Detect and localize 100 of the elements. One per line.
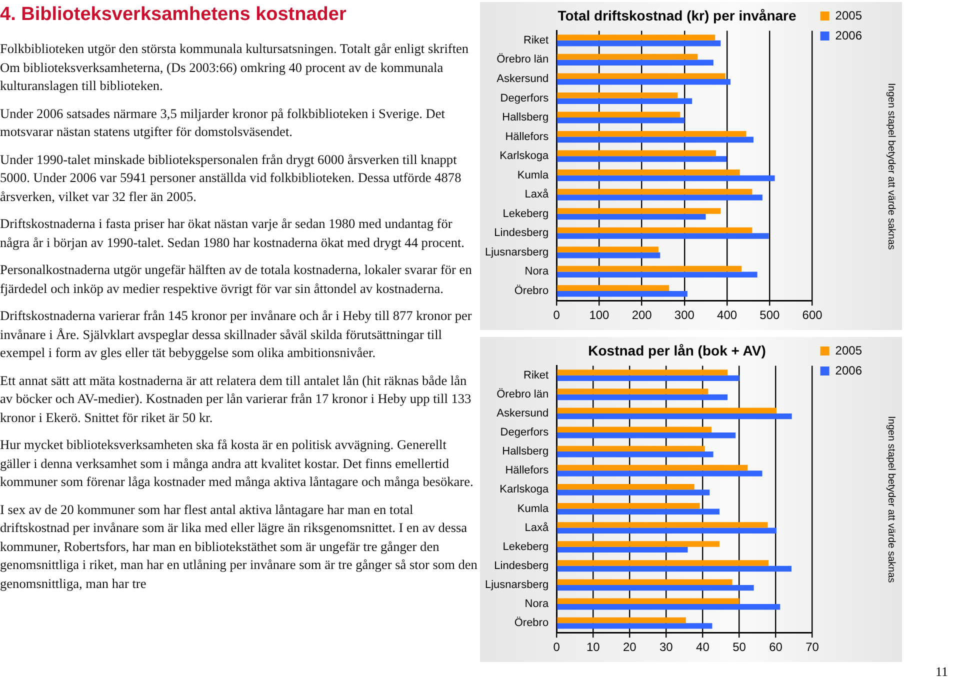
x-tick-label: 70 <box>806 640 820 654</box>
text: Ingen stapel betyder att värde saknas <box>884 415 898 585</box>
x-tick-label: 0 <box>553 640 560 654</box>
bar <box>557 73 726 79</box>
bar <box>557 370 728 376</box>
bar <box>557 131 746 137</box>
bar <box>557 40 721 46</box>
legend-label: 2005 <box>835 8 862 22</box>
text: I sex av de 20 kommuner som har flest antal aktiva låntagare har man en total driftskostnad per invånare som är lika med eller lägre än riksgenomsnittet. I en av dessa kommuner, Robertsfors, har man en bibliotekstäthet som är ungefär tre gånger den genomsnittliga i riket, man har en utlåning per invånare som är tre gånger så stor som den genomsnittliga, man har tre <box>0 500 478 593</box>
x-tick-label: 30 <box>660 640 674 654</box>
y-tick-label: Laxå <box>524 522 550 534</box>
bar <box>557 617 686 624</box>
bar <box>557 464 748 471</box>
bar <box>557 188 752 195</box>
text: Under 1990-talet minskade bibliotekspersonalen från drygt 6000 årsverken till knappt 5000. Under 2006 var 5941 personer anställda vid folkbiblioteken. Dessa utförde 4878 årsverken, vilket var 32 fler än 2005. <box>0 150 462 206</box>
y-tick-label: Askersund <box>496 407 549 420</box>
bar <box>557 214 706 220</box>
text: Folkbiblioteken utgör den största kommunala kultursatsningen. Totalt går enligt skriften Om biblioteksverksamheterna, (Ds 2003:66) omkring 40 procent av de kommunala kulturanslagen till biblioteken. <box>0 40 470 95</box>
x-tick-label: 400 <box>717 308 738 322</box>
bar <box>557 246 658 252</box>
bar <box>557 156 727 162</box>
x-tick-label: 100 <box>589 308 610 322</box>
y-tick-label: Laxå <box>524 188 550 201</box>
bar <box>557 408 777 414</box>
bar <box>557 446 705 452</box>
x-tick-label: 500 <box>760 308 780 322</box>
bar <box>557 34 716 40</box>
y-tick-label: Kumla <box>517 169 550 182</box>
bar <box>557 541 720 547</box>
bar <box>557 452 714 458</box>
y-tick-label: Kumla <box>517 502 550 515</box>
text: Hur mycket biblioteksverksamheten ska få kosta är en politisk avvägning. Generellt gäller i denna verksamhet som i många andra att kvalitet kostar. Det finns emellertid kommuner som förenar låga kostnader med många aktiva låntagare och många besökare. <box>0 436 474 491</box>
text: 4. Biblioteksverksamhetens kostnader <box>0 4 348 26</box>
bar <box>557 560 768 566</box>
text: Personalkostnaderna utgör ungefär hälften av de totala kostnaderna, lokaler svarar för en fjärdedel och inköp av medier respektive övrigt för var sin åttondel av kostnaderna. <box>0 261 473 298</box>
bar <box>557 522 768 528</box>
bar <box>557 227 752 234</box>
bar <box>557 98 692 104</box>
y-tick-label: Lindesberg <box>494 560 549 572</box>
text: 11 <box>935 664 948 680</box>
y-tick-label: Hällefors <box>505 464 550 477</box>
y-tick-label: Hällefors <box>505 130 550 143</box>
bar <box>557 272 758 278</box>
bar <box>557 92 678 98</box>
y-tick-label: Lekeberg <box>502 208 549 220</box>
y-tick-label: Degerfors <box>500 92 550 104</box>
chart-title: Kostnad per lån (bok + AV) <box>588 342 766 358</box>
y-tick-label: Riket <box>524 369 549 382</box>
bar <box>557 598 740 604</box>
bar <box>557 375 740 382</box>
x-tick-label: 300 <box>674 308 695 322</box>
bar <box>557 290 688 297</box>
bar <box>557 579 732 585</box>
chart-title: Total driftskostnad (kr) per invånare <box>558 7 796 24</box>
y-tick-label: Örebro <box>514 284 549 297</box>
bar <box>557 136 754 143</box>
x-tick-label: 0 <box>553 308 560 322</box>
bar <box>557 285 670 291</box>
x-tick-label: 40 <box>696 640 710 654</box>
y-tick-label: Nora <box>524 266 550 278</box>
x-tick-label: 200 <box>632 308 652 322</box>
legend-label: 2005 <box>835 343 862 358</box>
y-tick-label: Lindesberg <box>494 227 549 240</box>
bar <box>557 175 775 182</box>
y-tick-label: Hallsberg <box>502 112 549 124</box>
bar <box>557 546 688 553</box>
bar <box>557 528 777 534</box>
bar <box>557 233 769 239</box>
bar <box>557 566 792 572</box>
bar <box>557 60 714 66</box>
text: Driftskostnaderna i fasta priser har ökat nästan varje år sedan 1980 med undantag för några år i början av 1990-talet. Sedan 1980 har kostnaderna ökat med drygt 44 procent. <box>0 215 466 252</box>
x-tick-label: 50 <box>732 640 746 654</box>
text: Ingen stapel betyder att värde saknas <box>884 82 898 252</box>
bar <box>557 604 780 610</box>
bar <box>557 112 680 118</box>
bar <box>557 413 792 420</box>
bar <box>557 170 740 176</box>
x-tick-label: 10 <box>586 640 600 654</box>
bar <box>557 252 660 258</box>
bar <box>557 508 720 514</box>
bar <box>557 208 721 214</box>
bar <box>557 503 700 509</box>
y-tick-label: Ljusnarsberg <box>485 578 549 591</box>
y-tick-label: Degerfors <box>500 426 550 439</box>
y-tick-label: Örebro län <box>496 387 549 400</box>
bar <box>557 432 736 438</box>
y-tick-label: Askersund <box>496 73 549 86</box>
x-tick-label: 60 <box>769 640 783 654</box>
y-tick-label: Karlskoga <box>500 150 550 162</box>
bar <box>557 78 730 85</box>
bar <box>557 394 728 400</box>
text: Under 2006 satsades närmare 3,5 miljarder kronor på folkbiblioteken i Sverige. Det motsvarar nästan statens utgifter för domstolsväsendet. <box>0 104 446 141</box>
y-tick-label: Ljusnarsberg <box>485 246 549 258</box>
bar <box>557 388 708 394</box>
legend-label: 2006 <box>835 363 862 378</box>
y-tick-label: Örebro län <box>496 52 549 66</box>
bar <box>557 584 754 591</box>
text: Ett annat sätt att mäta kostnaderna är att relatera dem till antalet lån (hit räknas både lån av böcker och AV-medier). Kostnaden per lån varierar från 17 kronor i Heby upp till 133 kronor i Ekerö. Snittet för riket är 50 kr. <box>0 372 472 426</box>
bar <box>557 490 710 496</box>
bar <box>557 150 716 156</box>
